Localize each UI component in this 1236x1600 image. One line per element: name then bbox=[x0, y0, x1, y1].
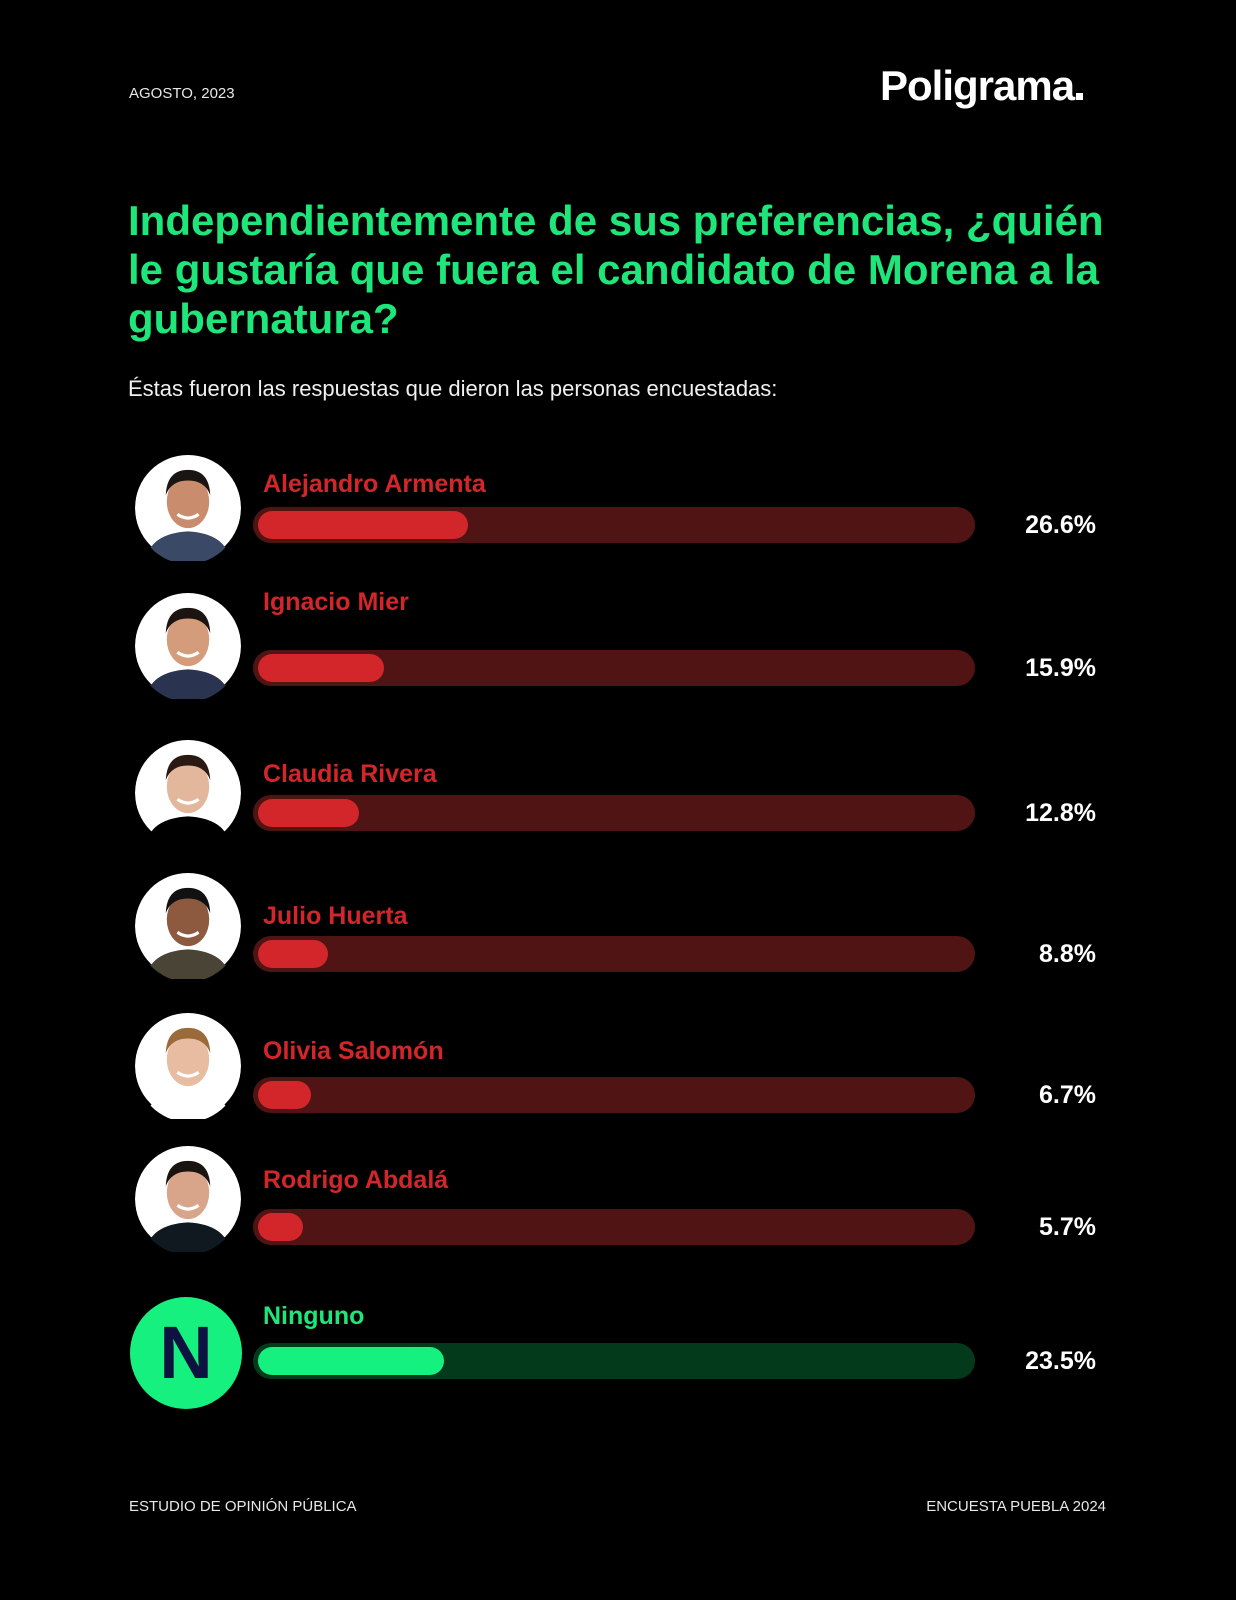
bar-label: Alejandro Armenta bbox=[263, 470, 486, 498]
footer-right: ENCUESTA PUEBLA 2024 bbox=[926, 1498, 1106, 1515]
candidate-photo bbox=[135, 1010, 241, 1122]
bar-label: Ignacio Mier bbox=[263, 588, 409, 616]
bar bbox=[258, 1213, 304, 1241]
bar-label: Olivia Salomón bbox=[263, 1037, 444, 1065]
value-label: 15.9% bbox=[1025, 654, 1096, 682]
value-label: 6.7% bbox=[1039, 1081, 1096, 1109]
candidate-photo bbox=[135, 1143, 241, 1255]
bar-track bbox=[253, 936, 975, 972]
bar-track bbox=[253, 507, 975, 543]
bar bbox=[258, 511, 469, 539]
subtitle: Éstas fueron las respuestas que dieron l… bbox=[128, 376, 778, 401]
bar bbox=[258, 1347, 444, 1375]
ninguno-badge-icon: N bbox=[130, 1297, 242, 1409]
bar-track bbox=[253, 1343, 975, 1379]
bar bbox=[258, 940, 328, 968]
bar-label: Julio Huerta bbox=[263, 902, 408, 930]
bar-track bbox=[253, 795, 975, 831]
bar-track bbox=[253, 650, 975, 686]
question-title: Independientemente de sus preferencias, … bbox=[128, 197, 1104, 342]
bar-label: Claudia Rivera bbox=[263, 760, 437, 788]
value-label: 26.6% bbox=[1025, 511, 1096, 539]
date-label: AGOSTO, 2023 bbox=[129, 85, 235, 102]
registered-mark-icon bbox=[1076, 93, 1084, 100]
value-label: 23.5% bbox=[1025, 1347, 1096, 1375]
value-label: 5.7% bbox=[1039, 1213, 1096, 1241]
candidate-photo bbox=[135, 737, 241, 849]
bar-label: Rodrigo Abdalá bbox=[263, 1166, 449, 1194]
candidate-photo bbox=[135, 590, 241, 702]
bar bbox=[258, 1081, 311, 1109]
value-label: 8.8% bbox=[1039, 940, 1096, 968]
bar bbox=[258, 654, 384, 682]
candidate-photo bbox=[135, 452, 241, 564]
footer-left: ESTUDIO DE OPINIÓN PÚBLICA bbox=[129, 1498, 357, 1515]
value-label: 12.8% bbox=[1025, 799, 1096, 827]
bar-label: Ninguno bbox=[263, 1302, 365, 1330]
bar-track bbox=[253, 1077, 975, 1113]
candidate-photo bbox=[135, 870, 241, 982]
bar-track bbox=[253, 1209, 975, 1245]
logo-text: Poligrama bbox=[880, 62, 1075, 109]
bar bbox=[258, 799, 360, 827]
poligrama-logo: Poligrama bbox=[880, 62, 1084, 110]
